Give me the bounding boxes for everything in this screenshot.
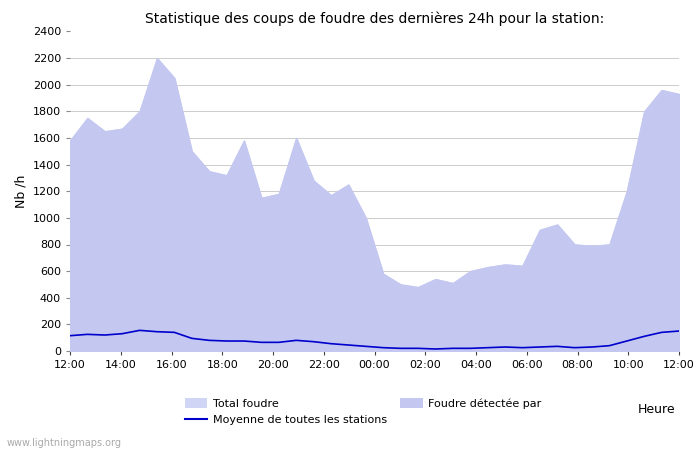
Text: Heure: Heure <box>638 403 676 416</box>
Text: www.lightningmaps.org: www.lightningmaps.org <box>7 438 122 448</box>
Y-axis label: Nb /h: Nb /h <box>14 175 27 208</box>
Title: Statistique des coups de foudre des dernières 24h pour la station:: Statistique des coups de foudre des dern… <box>145 12 604 26</box>
Legend: Total foudre, Moyenne de toutes les stations, Foudre détectée par: Total foudre, Moyenne de toutes les stat… <box>186 398 541 425</box>
